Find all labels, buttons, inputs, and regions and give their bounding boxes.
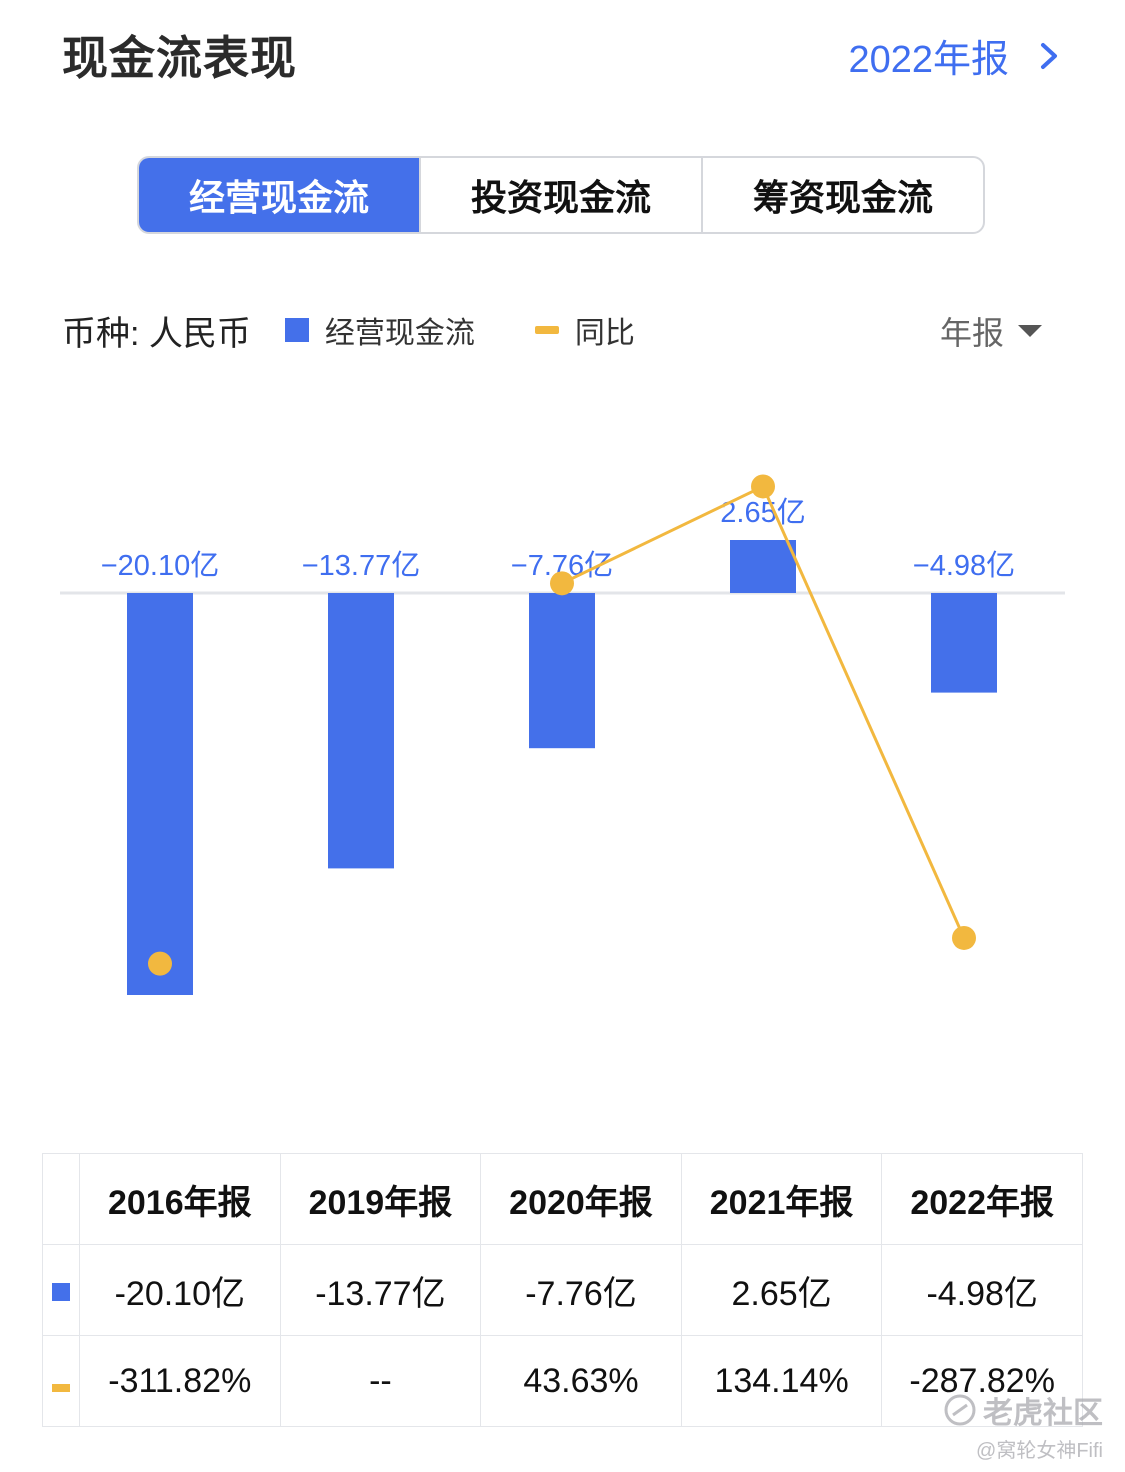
bar-key-icon: [52, 1282, 70, 1301]
bar-value-label: −4.98亿: [913, 549, 1015, 582]
page-title: 现金流表现: [62, 32, 297, 84]
period-dropdown[interactable]: 年报: [940, 308, 1042, 354]
yoy-line-segment: [561, 485, 764, 585]
line-key-icon: [52, 1383, 70, 1392]
legend-bar-swatch: [284, 318, 309, 342]
legend-line-label: 同比: [574, 317, 635, 350]
table-cell: -4.98亿: [881, 1244, 1083, 1336]
bar-4: [931, 593, 997, 693]
tab-financing-cashflow[interactable]: 筹资现金流: [701, 158, 983, 232]
table-cell: --: [279, 1335, 482, 1427]
tab-operating-cashflow[interactable]: 经营现金流: [139, 158, 419, 232]
tab-investing-cashflow[interactable]: 投资现金流: [419, 158, 701, 232]
table-header-cell: 2020年报: [480, 1153, 682, 1245]
table-corner-cell: [42, 1153, 80, 1245]
legend-line-swatch: [534, 326, 559, 334]
report-period-link[interactable]: 2022年报: [848, 28, 1061, 83]
currency-label: 币种: 人民币: [62, 314, 251, 353]
bar-3: [730, 540, 796, 593]
table-cell: 2.65亿: [680, 1244, 883, 1336]
table-row-cashflow: -20.10亿 -13.77亿 -7.76亿 2.65亿 -4.98亿: [42, 1244, 1083, 1336]
table-cell: 43.63%: [480, 1335, 682, 1427]
chart-legend: 币种: 人民币 经营现金流 同比 年报: [62, 302, 1062, 358]
legend-item-line: 同比: [534, 308, 635, 352]
period-dropdown-label: 年报: [939, 315, 1004, 351]
table-cell: -287.82%: [881, 1335, 1083, 1427]
bar-1: [328, 593, 394, 869]
yoy-point-0: [148, 951, 172, 976]
table-cell: 134.14%: [680, 1335, 883, 1427]
tiger-logo-icon: [944, 1394, 976, 1426]
table-key-line: [42, 1335, 80, 1427]
watermark: 老虎社区 @窝轮女神Fifi: [943, 1388, 1103, 1463]
table-row-yoy: -311.82% -- 43.63% 134.14% -287.82%: [42, 1335, 1083, 1427]
table-header-cell: 2019年报: [279, 1153, 482, 1245]
report-period-label: 2022年报: [848, 39, 1009, 81]
table-cell: -311.82%: [79, 1335, 281, 1427]
watermark-brand: 老虎社区: [983, 1397, 1103, 1430]
legend-item-bar: 经营现金流: [284, 308, 475, 352]
table-cell: -13.77亿: [279, 1244, 482, 1336]
bar-2: [529, 593, 595, 749]
legend-bar-label: 经营现金流: [324, 317, 475, 350]
table-cell: -7.76亿: [480, 1244, 682, 1336]
bar-value-label: −20.10亿: [101, 549, 220, 582]
yoy-point-4: [952, 925, 976, 950]
watermark-author: @窝轮女神Fifi: [976, 1440, 1103, 1462]
table-cell: -20.10亿: [79, 1244, 281, 1336]
data-table: 2016年报 2019年报 2020年报 2021年报 2022年报 -20.1…: [42, 1153, 1083, 1427]
table-header-row: 2016年报 2019年报 2020年报 2021年报 2022年报: [42, 1153, 1083, 1245]
cashflow-tabs: 经营现金流 投资现金流 筹资现金流: [137, 156, 985, 234]
yoy-line-segment: [761, 485, 966, 939]
yoy-point-3: [751, 474, 775, 499]
bar-value-label: −13.77亿: [302, 549, 421, 582]
chevron-right-icon: [1041, 42, 1057, 69]
table-key-bar: [42, 1244, 80, 1336]
yoy-point-2: [550, 571, 574, 596]
table-header-cell: 2021年报: [680, 1153, 883, 1245]
table-header-cell: 2016年报: [79, 1153, 281, 1245]
bar-0: [127, 593, 193, 995]
table-header-cell: 2022年报: [881, 1153, 1083, 1245]
caret-down-icon: [1018, 325, 1042, 337]
